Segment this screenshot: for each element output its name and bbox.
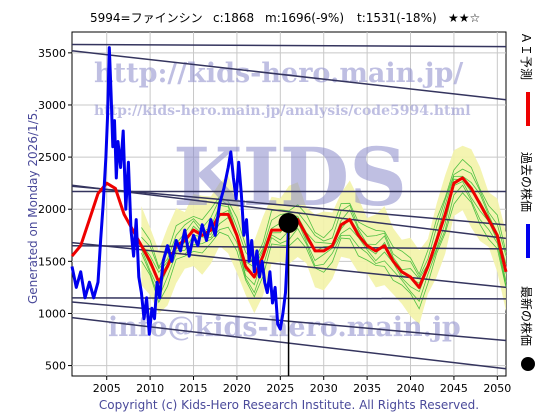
y-tick-label: 2500 <box>38 151 66 164</box>
forecast-band-line <box>141 184 507 303</box>
legend-latest-swatch <box>521 357 535 371</box>
trend-line <box>71 184 507 240</box>
forecast-band-line <box>141 175 507 280</box>
generated-date: Generated on Monday 2026/1/5. <box>26 109 40 304</box>
target-price: t:1531(-18%) <box>357 11 437 25</box>
x-tick-label: 2045 <box>440 382 468 395</box>
watermark-url-analysis: http://kids-hero.main.jp/analysis/code59… <box>94 103 471 119</box>
watermark-logo: KIDS <box>173 130 407 224</box>
latest-price-marker <box>278 212 299 233</box>
x-tick-label: 2005 <box>93 382 121 395</box>
x-tick-label: 2040 <box>397 382 425 395</box>
y-tick-label: 3500 <box>38 47 66 60</box>
x-tick-label: 2025 <box>266 382 294 395</box>
stock-code-name: 5994=ファインシン <box>90 11 203 25</box>
latest-marker <box>278 212 299 376</box>
rating-stars: ★★☆ <box>448 11 480 25</box>
x-tick-label: 2010 <box>136 382 164 395</box>
forecast-band-line <box>141 180 507 293</box>
x-tick-label: 2035 <box>353 382 381 395</box>
watermark: KIDS http://kids-hero.main.jp/ http://ki… <box>94 58 471 343</box>
y-tick-label: 2000 <box>38 203 66 216</box>
trend-line <box>71 43 507 48</box>
forecast-band-fill <box>141 145 506 325</box>
axis-ticks: 2005 2010 2015 2020 2025 2030 2035 2040 2045 2050… <box>38 47 511 395</box>
forecast-band-line <box>141 158 507 276</box>
x-tick-label: 2030 <box>310 382 338 395</box>
y-tick-label: 1000 <box>38 307 66 320</box>
current-price: c:1868 <box>213 11 254 25</box>
forecast-band-line <box>141 192 507 310</box>
trend-line <box>71 50 507 101</box>
x-tick-label: 2050 <box>483 382 511 395</box>
legend-latest-label: 最新の株価 <box>519 286 534 346</box>
legend: ＡＩ予測 過去の株価 最新の株価 <box>519 32 535 371</box>
x-tick-label: 2020 <box>223 382 251 395</box>
y-tick-label: 1500 <box>38 255 66 268</box>
mid-price: m:1696(-9%) <box>265 11 344 25</box>
past-price-line <box>70 46 291 336</box>
watermark-email: info@kids-hero.main.jp <box>108 312 461 343</box>
legend-ai-label: ＡＩ予測 <box>519 32 533 80</box>
legend-past-label: 過去の株価 <box>519 152 534 212</box>
trend-line <box>71 185 507 226</box>
y-tick-label: 500 <box>45 360 66 373</box>
copyright: Copyright (c) Kids-Hero Research Institu… <box>99 398 479 412</box>
x-tick-label: 2015 <box>180 382 208 395</box>
y-tick-label: 3000 <box>38 99 66 112</box>
